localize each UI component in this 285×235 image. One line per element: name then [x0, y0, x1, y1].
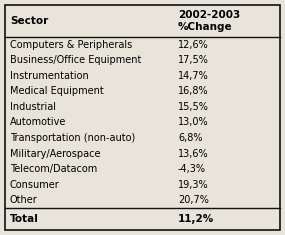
Text: 13,0%: 13,0%: [178, 118, 209, 128]
Text: Transportation (non-auto): Transportation (non-auto): [10, 133, 135, 143]
Text: 12,6%: 12,6%: [178, 40, 209, 50]
Text: Sector: Sector: [10, 16, 48, 26]
Text: 6,8%: 6,8%: [178, 133, 203, 143]
Text: Automotive: Automotive: [10, 118, 66, 128]
Text: Medical Equipment: Medical Equipment: [10, 86, 104, 96]
Text: Industrial: Industrial: [10, 102, 56, 112]
Text: 2002-2003
%Change: 2002-2003 %Change: [178, 10, 240, 32]
Text: 15,5%: 15,5%: [178, 102, 209, 112]
Text: Business/Office Equipment: Business/Office Equipment: [10, 55, 141, 65]
Text: 19,3%: 19,3%: [178, 180, 209, 190]
Text: 17,5%: 17,5%: [178, 55, 209, 65]
Text: 11,2%: 11,2%: [178, 214, 214, 224]
Text: Telecom/Datacom: Telecom/Datacom: [10, 164, 97, 174]
Text: 14,7%: 14,7%: [178, 71, 209, 81]
Text: Consumer: Consumer: [10, 180, 60, 190]
Text: Computers & Peripherals: Computers & Peripherals: [10, 40, 132, 50]
Text: 13,6%: 13,6%: [178, 149, 209, 159]
Text: 16,8%: 16,8%: [178, 86, 209, 96]
Text: -4,3%: -4,3%: [178, 164, 206, 174]
Text: 20,7%: 20,7%: [178, 195, 209, 205]
Text: Instrumentation: Instrumentation: [10, 71, 89, 81]
Text: Military/Aerospace: Military/Aerospace: [10, 149, 101, 159]
Text: Total: Total: [10, 214, 39, 224]
Text: Other: Other: [10, 195, 38, 205]
